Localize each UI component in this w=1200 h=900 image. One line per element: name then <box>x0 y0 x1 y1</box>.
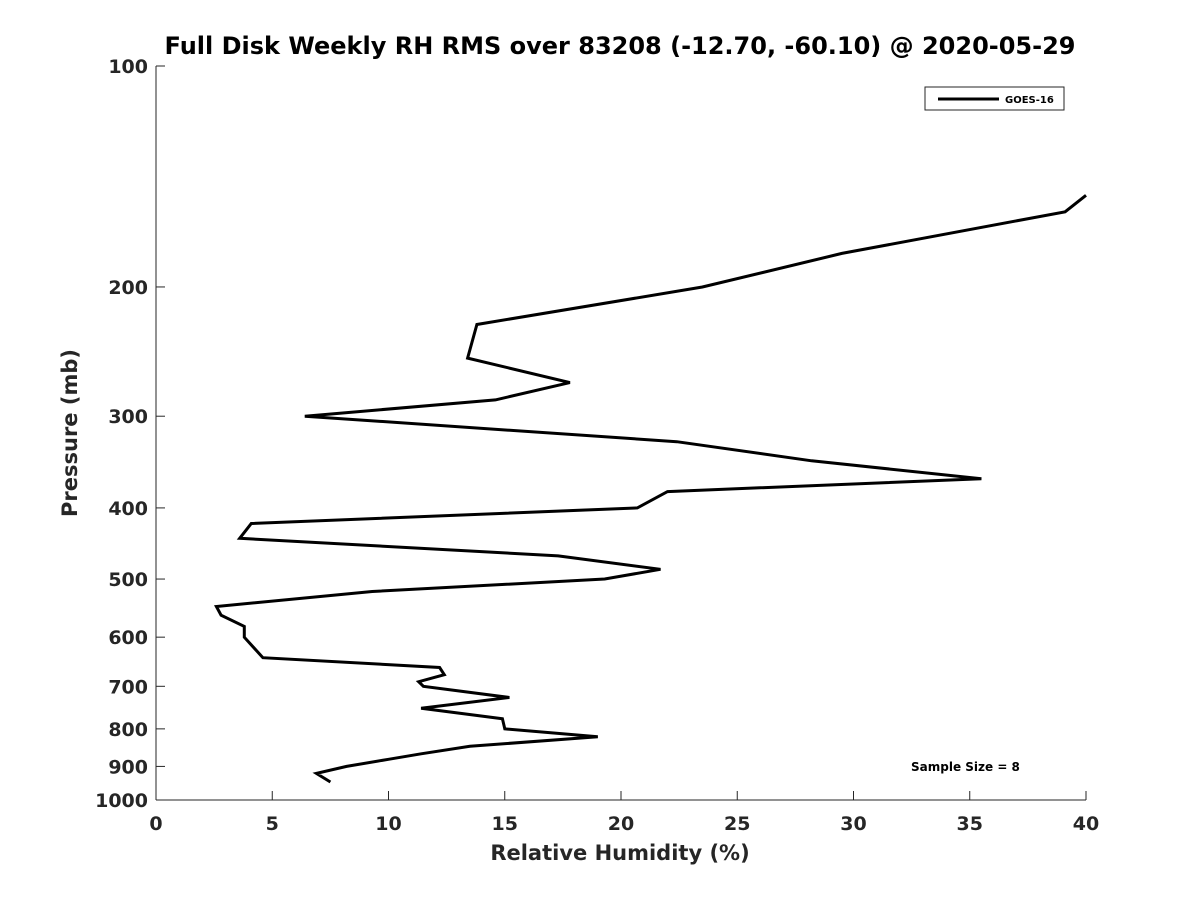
x-axis-label: Relative Humidity (%) <box>490 841 749 865</box>
x-tick-label-35: 35 <box>957 813 983 835</box>
x-tick-label-15: 15 <box>492 813 518 835</box>
x-tick-label-10: 10 <box>375 813 401 835</box>
plot-area: 0 5 10 15 20 25 30 35 40 100 200 300 400 500 600 700 80… <box>95 56 1099 835</box>
y-tick-label-800: 800 <box>108 719 148 741</box>
sample-size-annotation: Sample Size = 8 <box>911 760 1020 774</box>
x-tick-label-20: 20 <box>608 813 634 835</box>
y-tick-label-400: 400 <box>108 498 148 520</box>
y-tick-label-900: 900 <box>108 756 148 778</box>
legend-label-goes-16: GOES-16 <box>1005 95 1054 106</box>
y-tick-label-500: 500 <box>108 569 148 591</box>
legend: GOES-16 <box>924 86 1065 111</box>
y-tick-label-1000: 1000 <box>95 790 148 812</box>
y-tick-label-300: 300 <box>108 406 148 428</box>
x-axis-ticks: 0 5 10 15 20 25 30 35 40 <box>149 791 1099 835</box>
y-tick-label-100: 100 <box>108 56 148 78</box>
x-tick-label-0: 0 <box>149 813 162 835</box>
y-axis-ticks: 100 200 300 400 500 600 700 800 900 1000 <box>95 56 165 812</box>
series-line-goes-16 <box>214 194 1087 784</box>
x-tick-label-30: 30 <box>840 813 866 835</box>
x-tick-label-40: 40 <box>1073 813 1099 835</box>
y-tick-label-200: 200 <box>108 277 148 299</box>
x-tick-label-5: 5 <box>266 813 279 835</box>
series-layer <box>214 194 1087 784</box>
y-axis-label: Pressure (mb) <box>58 349 82 517</box>
y-tick-label-700: 700 <box>108 676 148 698</box>
chart-title: Full Disk Weekly RH RMS over 83208 (-12.… <box>165 32 1076 60</box>
x-tick-label-25: 25 <box>724 813 750 835</box>
y-tick-label-600: 600 <box>108 627 148 649</box>
